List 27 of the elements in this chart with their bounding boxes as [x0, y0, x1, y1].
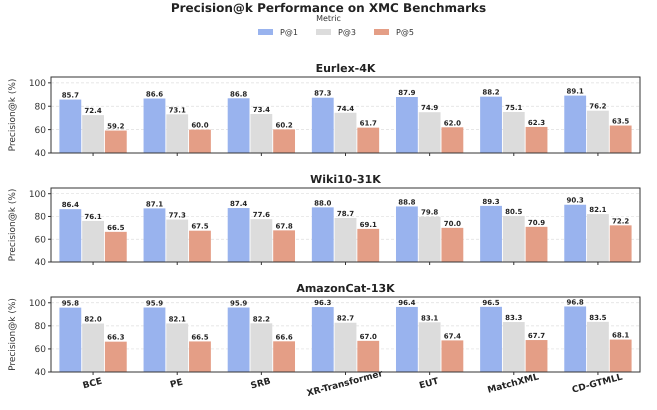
y-tick-label: 40 [34, 149, 46, 160]
y-tick-label: 40 [34, 368, 46, 378]
chart-title: Wiki10-31K [310, 173, 382, 186]
chart-title: Eurlex-4K [316, 62, 376, 75]
y-axis-title: Precision@k (%) [8, 188, 18, 262]
y-axis-title: Precision@k (%) [8, 78, 18, 152]
text: Precision@k Performance on XMC Benchmarks [170, 1, 486, 15]
legend-label: P@3 [338, 28, 356, 37]
y-tick-label: 80 [34, 212, 46, 223]
y-tick-label: 100 [28, 78, 46, 89]
legend-title: Metric [316, 14, 341, 23]
y-tick-label: 60 [34, 345, 46, 356]
y-tick-label: 100 [28, 298, 46, 309]
y-tick-label: 80 [34, 102, 46, 112]
chart-title: AmazonCat-13K [296, 282, 396, 295]
y-axis-title: Precision@k (%) [8, 298, 18, 371]
x-tick-label: PE [169, 378, 184, 391]
y-tick-label: 80 [34, 322, 46, 332]
y-tick-label: 100 [28, 190, 46, 200]
legend-label: P@1 [280, 28, 298, 37]
legend-label: P@5 [396, 28, 414, 37]
y-tick-label: 60 [34, 235, 46, 246]
x-tick-label: SRB [250, 376, 272, 392]
x-tick-label: EUT [418, 376, 441, 392]
y-tick-label: 40 [34, 258, 46, 268]
x-tick-label: BCE [82, 376, 104, 392]
y-tick-label: 60 [34, 126, 46, 136]
